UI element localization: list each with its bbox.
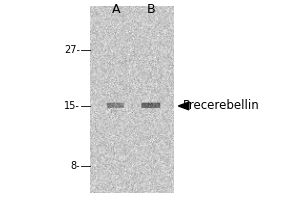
Text: B: B	[147, 3, 156, 16]
Polygon shape	[178, 102, 189, 110]
Text: 15-: 15-	[64, 101, 80, 111]
Text: Precerebellin: Precerebellin	[183, 99, 260, 112]
Text: 27-: 27-	[64, 45, 80, 55]
Text: 8-: 8-	[70, 161, 80, 171]
Text: A: A	[111, 3, 120, 16]
